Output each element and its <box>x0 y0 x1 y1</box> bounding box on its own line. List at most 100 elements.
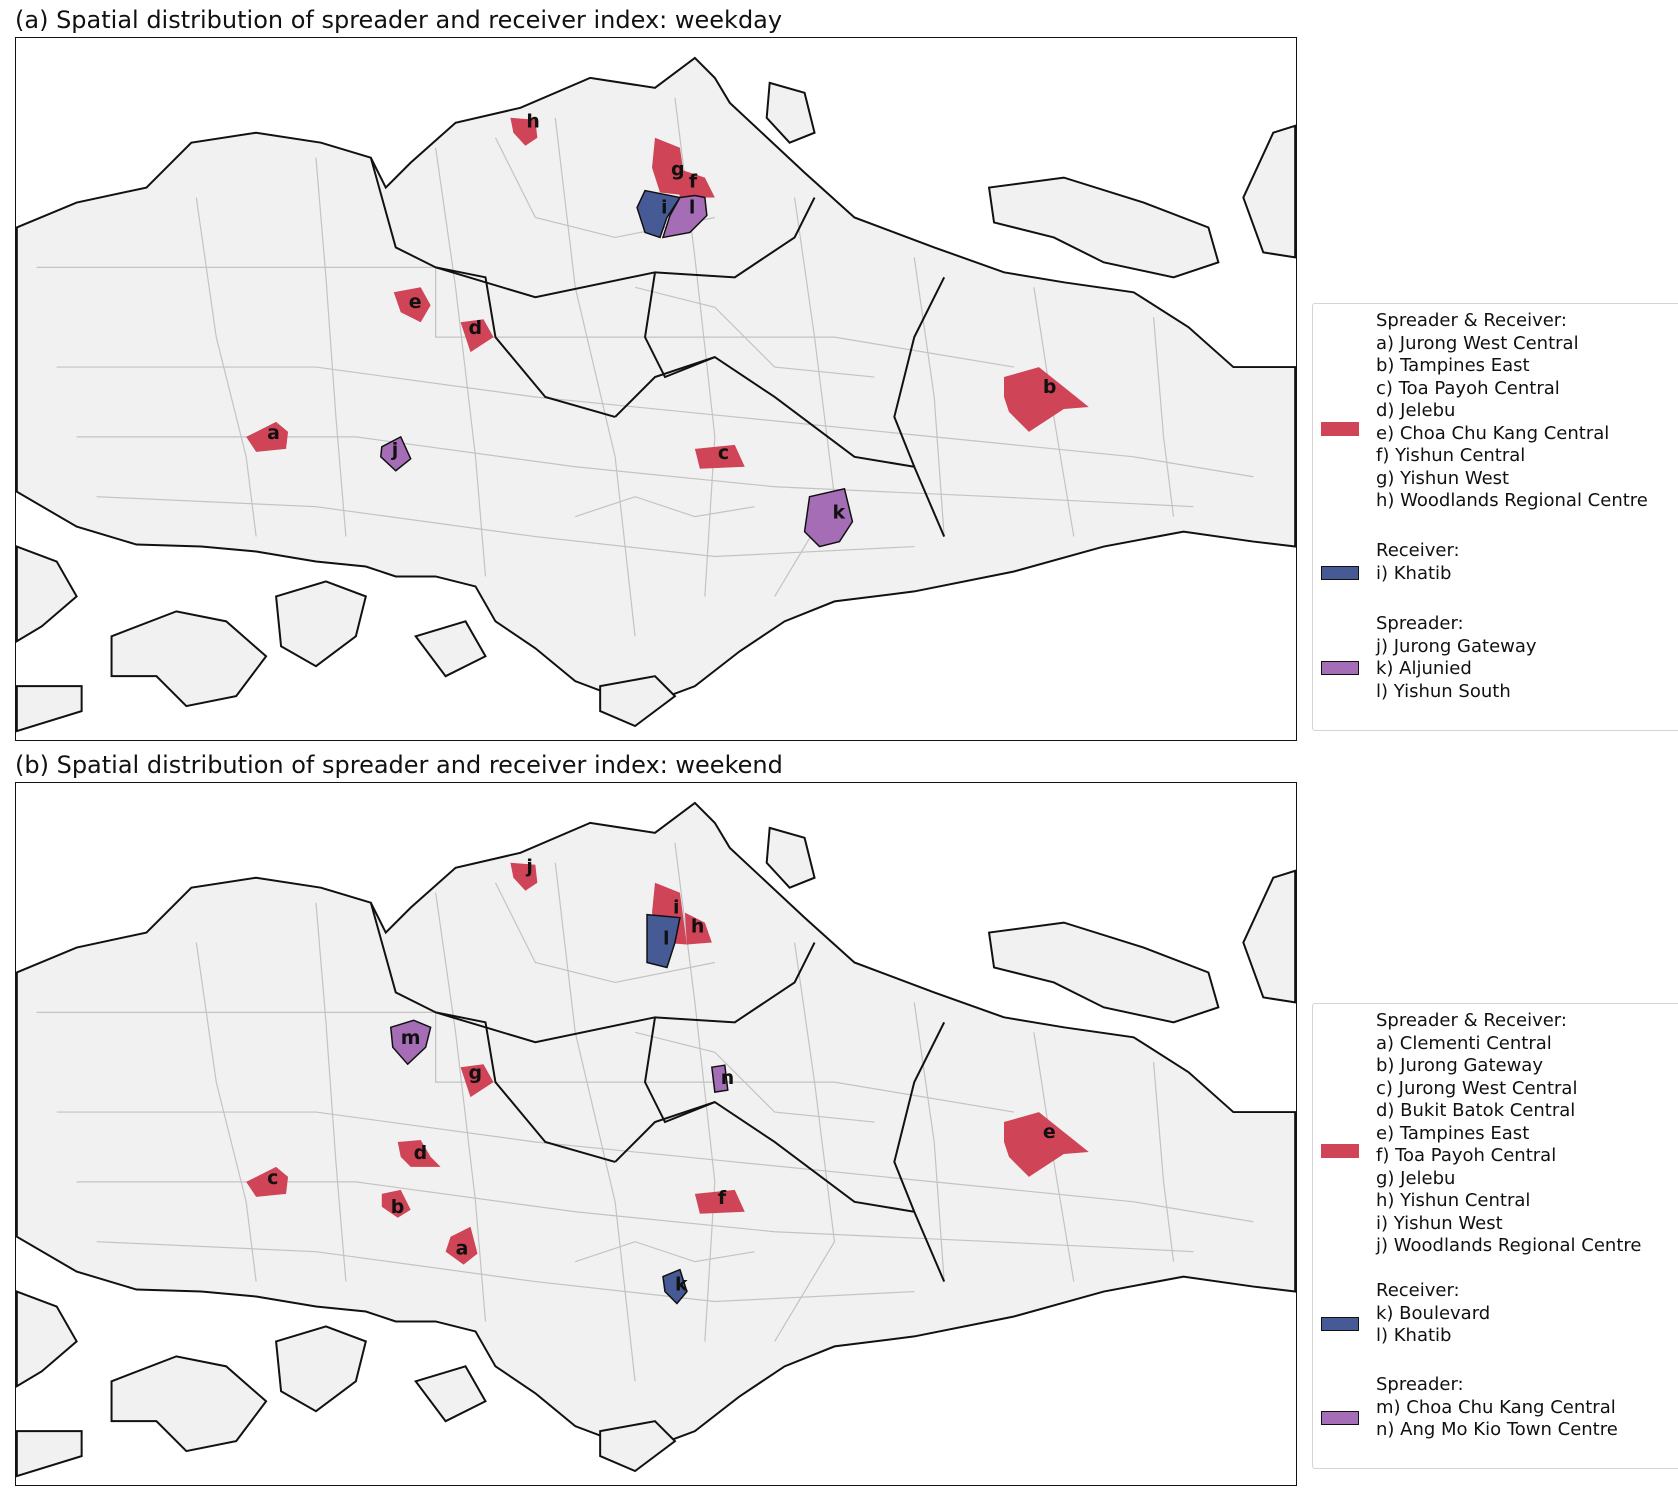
legend-swatch-spreader <box>1321 1411 1359 1425</box>
legend-item: g) Jelebu <box>1376 1167 1456 1189</box>
legend-header: Receiver: <box>1376 540 1460 561</box>
panel-a-title: (a) Spatial distribution of spreader and… <box>15 6 783 34</box>
legend-swatch-spreader-receiver <box>1321 422 1359 436</box>
region-f-toa-payoh-central <box>694 1189 745 1214</box>
label-g: g <box>671 159 685 181</box>
region-h-yishun-central <box>684 912 712 945</box>
legend-item: e) Choa Chu Kang Central <box>1376 422 1610 444</box>
legend-swatch-spreader-receiver <box>1321 1144 1359 1158</box>
region-a-clementi-central <box>445 1226 478 1265</box>
legend-header: Receiver: <box>1376 1280 1460 1301</box>
legend-item: c) Toa Payoh Central <box>1376 377 1560 399</box>
legend-item: b) Jurong Gateway <box>1376 1055 1543 1076</box>
label-d: d <box>469 317 483 339</box>
legend-text-spreader-receiver: Spreader & Receiver: a) Jurong West Cent… <box>1376 310 1648 513</box>
label-k: k <box>832 502 845 524</box>
region-l-yishun-south <box>661 194 708 239</box>
label-h: h <box>526 111 539 133</box>
region-l-khatib <box>646 913 681 969</box>
legend-item: c) Jurong West Central <box>1376 1077 1578 1099</box>
label-i: i <box>661 197 668 219</box>
legend-item: f) Yishun Central <box>1376 445 1526 466</box>
legend-swatch-receiver <box>1321 566 1359 580</box>
legend-text-receiver: Receiver: i) Khatib <box>1376 540 1460 585</box>
panel-a-map: a b c d e f g h i j k l <box>15 37 1297 741</box>
label-k: k <box>675 1274 688 1296</box>
legend-item: n) Ang Mo Kio Town Centre <box>1376 1419 1618 1440</box>
region-g-jelebu <box>460 1064 494 1098</box>
region-e-choa-chu-kang-central <box>393 287 431 323</box>
legend-item: i) Yishun West <box>1376 1212 1503 1234</box>
legend-item: k) Aljunied <box>1376 658 1472 679</box>
legend-item: l) Khatib <box>1376 1325 1452 1346</box>
legend-header: Spreader: <box>1376 613 1464 634</box>
panel-a-legend: Spreader & Receiver: a) Jurong West Cent… <box>1312 303 1678 731</box>
legend-item: i) Khatib <box>1376 562 1452 584</box>
label-c: c <box>267 1167 278 1189</box>
label-c: c <box>718 442 729 464</box>
legend-text-spreader: Spreader: j) Jurong Gateway k) Aljunied … <box>1376 613 1537 703</box>
legend-text-spreader: Spreader: m) Choa Chu Kang Central n) An… <box>1376 1374 1618 1442</box>
region-b-tampines-east <box>1004 367 1089 432</box>
region-n-ang-mo-kio-town-centre <box>711 1064 729 1093</box>
region-k-aljunied <box>803 487 854 548</box>
legend-text-spreader-receiver: Spreader & Receiver: a) Clementi Central… <box>1376 1010 1641 1258</box>
legend-header: Spreader & Receiver: <box>1376 310 1567 331</box>
legend-item: a) Clementi Central <box>1376 1032 1552 1054</box>
label-g: g <box>469 1062 483 1084</box>
legend-item: f) Toa Payoh Central <box>1376 1145 1557 1166</box>
label-l: l <box>689 197 696 219</box>
legend-swatch-receiver <box>1321 1317 1359 1331</box>
legend-item: h) Yishun Central <box>1376 1190 1531 1211</box>
legend-header: Spreader & Receiver: <box>1376 1010 1567 1031</box>
legend-item: m) Choa Chu Kang Central <box>1376 1396 1616 1418</box>
region-e-tampines-east <box>1004 1112 1089 1177</box>
label-e: e <box>1043 1121 1056 1143</box>
label-b: b <box>1043 376 1057 398</box>
label-d: d <box>414 1142 428 1164</box>
label-e: e <box>409 291 422 313</box>
label-j: j <box>525 856 533 878</box>
panel-b-map-canvas: a b c d e f g h i j k l m n <box>16 801 1296 1478</box>
label-a: a <box>267 422 280 444</box>
panel-b-legend: Spreader & Receiver: a) Clementi Central… <box>1312 1003 1678 1469</box>
label-j: j <box>391 439 399 461</box>
legend-item: e) Tampines East <box>1376 1122 1530 1144</box>
legend-item: j) Jurong Gateway <box>1376 635 1537 657</box>
legend-item: k) Boulevard <box>1376 1302 1491 1324</box>
region-m-choa-chu-kang-central <box>389 1019 432 1066</box>
legend-item: d) Bukit Batok Central <box>1376 1100 1576 1121</box>
region-b-jurong-gateway <box>381 1189 411 1218</box>
region-k-boulevard <box>662 1268 688 1305</box>
legend-item: h) Woodlands Regional Centre <box>1376 490 1648 511</box>
legend-item: g) Yishun West <box>1376 467 1510 489</box>
label-b: b <box>391 1196 405 1218</box>
label-i: i <box>673 897 679 919</box>
legend-item: b) Tampines East <box>1376 355 1530 376</box>
label-a: a <box>456 1238 469 1260</box>
label-h: h <box>691 916 704 938</box>
legend-swatch-spreader <box>1321 661 1359 675</box>
region-c-jurong-west-central <box>246 1166 289 1197</box>
legend-item: d) Jelebu <box>1376 400 1456 421</box>
label-f: f <box>689 171 698 193</box>
region-j-jurong-gateway <box>380 435 412 472</box>
legend-item: a) Jurong West Central <box>1376 332 1579 354</box>
region-h-woodlands-regional-centre <box>510 117 538 146</box>
panel-b-map: a b c d e f g h i j k l m n <box>15 782 1297 1486</box>
label-m: m <box>401 1027 421 1049</box>
region-a-jurong-west-central <box>246 421 289 452</box>
label-f: f <box>718 1187 727 1209</box>
region-d-bukit-batok-central <box>397 1139 441 1167</box>
panel-a-map-canvas: a b c d e f g h i j k l <box>16 56 1296 733</box>
legend-text-receiver: Receiver: k) Boulevard l) Khatib <box>1376 1280 1490 1348</box>
legend-item: j) Woodlands Regional Centre <box>1376 1235 1642 1256</box>
region-c-toa-payoh-central <box>694 444 745 469</box>
region-d-jelebu <box>460 319 494 353</box>
panel-b-title: (b) Spatial distribution of spreader and… <box>15 751 783 779</box>
legend-header: Spreader: <box>1376 1374 1464 1395</box>
label-l: l <box>663 928 670 950</box>
region-j-woodlands-regional-centre <box>510 862 538 891</box>
region-g-yishun-west <box>652 137 687 196</box>
legend-item: l) Yishun South <box>1376 680 1511 702</box>
